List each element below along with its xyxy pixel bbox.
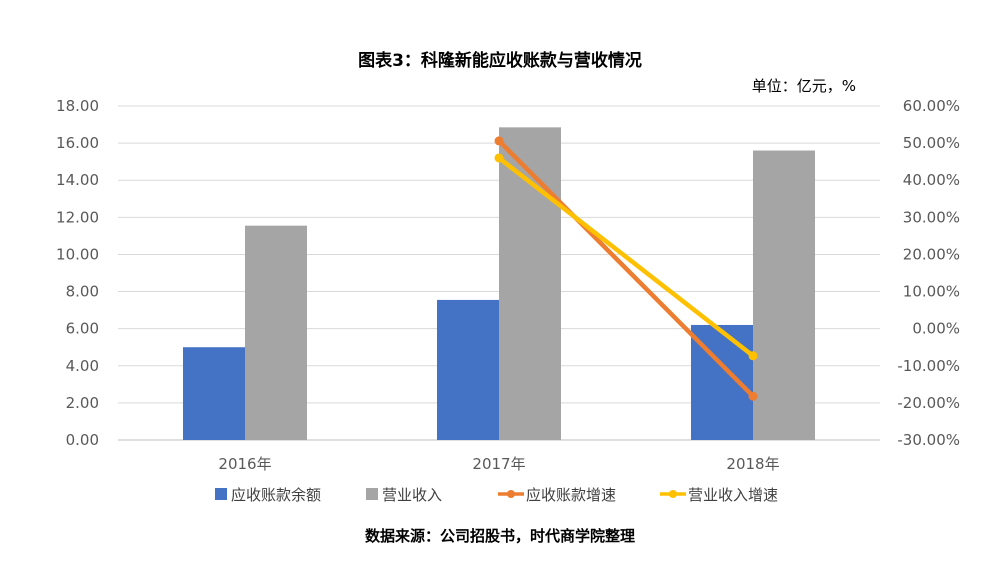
left-tick-label: 4.00 [66,357,99,375]
right-tick-label: -30.00% [897,431,960,449]
chart-title: 图表3：科隆新能应收账款与营收情况 [358,50,642,71]
category-labels: 2016年 2017年 2018年 [218,455,779,473]
right-tick-label: -10.00% [897,357,960,375]
line-point [748,351,758,361]
left-tick-label: 6.00 [66,320,99,338]
legend-label: 应收账款增速 [526,486,616,504]
legend-marker [507,490,515,498]
unit-label: 单位：亿元，% [752,77,856,95]
bar-revenue [245,225,307,440]
legend: 应收账款余额 营业收入 应收账款增速 营业收入增速 [215,486,778,504]
line-revenue-growth [496,155,756,359]
left-tick-label: 2.00 [66,394,99,412]
left-axis-ticks: 0.00 2.00 4.00 6.00 8.00 10.00 12.00 14.00 16.00… [56,97,99,449]
left-tick-label: 16.00 [56,134,99,152]
left-tick-label: 10.00 [56,245,99,263]
left-tick-label: 12.00 [56,208,99,226]
bar-receivables [437,299,499,440]
legend-marker [669,490,677,498]
right-tick-label: 30.00% [903,208,960,226]
source-note: 数据来源：公司招股书，时代商学院整理 [365,527,635,545]
category-label: 2017年 [472,455,525,473]
bar-receivables [183,347,245,440]
left-tick-label: 14.00 [56,171,99,189]
right-tick-label: 50.00% [903,134,960,152]
right-tick-label: 60.00% [903,97,960,115]
category-label: 2016年 [218,455,271,473]
right-tick-label: -20.00% [897,394,960,412]
category-label: 2018年 [726,455,779,473]
line-point [494,153,504,163]
right-tick-label: 20.00% [903,245,960,263]
bar-revenue [753,150,815,441]
legend-label: 营业收入 [382,486,442,504]
line-point [494,136,504,146]
right-axis-ticks: -30.00% -20.00% -10.00% 0.00% 10.00% 20.00% 30… [897,97,960,449]
left-tick-label: 8.00 [66,283,99,301]
left-tick-label: 18.00 [56,97,99,115]
legend-label: 应收账款余额 [231,486,321,504]
bars [183,127,815,441]
line-receivables-growth [496,138,756,399]
legend-label: 营业收入增速 [688,486,778,504]
right-tick-label: 40.00% [903,171,960,189]
right-tick-label: 10.00% [903,283,960,301]
legend-swatch [366,488,378,500]
left-tick-label: 0.00 [66,431,99,449]
line-point [748,391,758,401]
legend-swatch [215,488,227,500]
lines [494,136,758,401]
right-tick-label: 0.00% [912,320,960,338]
